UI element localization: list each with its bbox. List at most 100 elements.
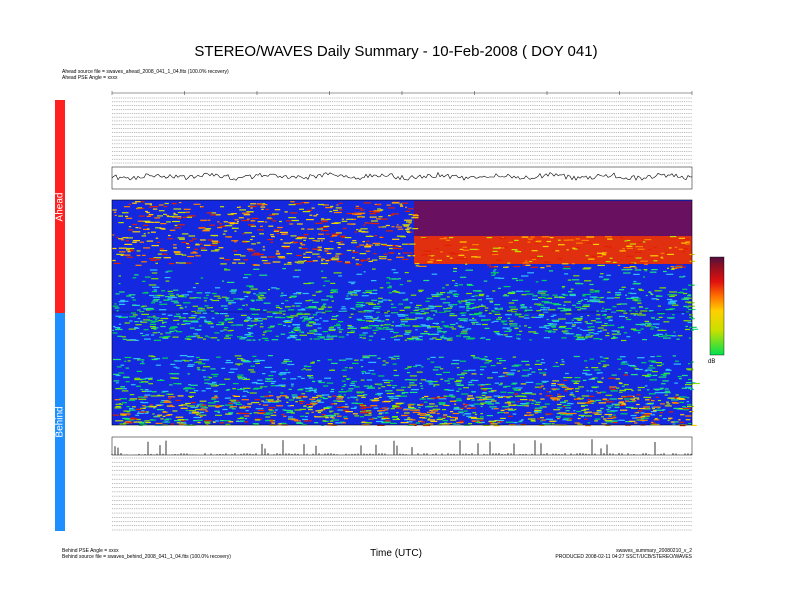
spectrogram-cell [452,412,459,415]
spectrogram-cell [308,321,315,323]
spectrogram-cell [187,365,194,367]
spectrogram-cell [366,387,369,389]
spectrogram-cell [576,410,582,413]
spectrogram-cell [217,221,220,223]
spectrogram-cell [354,406,357,408]
spectrogram-cell [205,387,212,390]
spectrogram-cell [364,414,372,416]
spectrogram-cell [331,419,340,421]
spectrogram-cell [308,409,313,411]
spectrogram-cell [352,413,358,415]
spectrogram-cell [152,391,155,393]
spectrogram-cell [508,404,517,406]
spectrogram-cell [609,388,612,390]
spectrogram-cell [283,360,288,362]
spectrogram-cell [233,400,237,403]
spectrogram-cell [447,382,451,384]
spectrogram-cell [635,417,643,419]
spectrogram-cell [396,418,399,420]
spectrogram-cell [331,315,337,318]
spectrogram-cell [427,418,431,420]
spectrogram-cell [247,332,252,334]
spectrogram-cell [620,363,629,365]
spectrogram-cell [201,206,204,208]
spectrogram-cell [143,396,148,398]
spectrogram-cell [316,311,324,313]
spectrogram-cell [355,306,363,308]
spectrogram-cell [370,405,378,407]
spectrogram-cell [485,360,493,362]
spectrogram-cell [507,392,514,394]
spectrogram-cell [289,296,292,299]
spectrogram-cell [438,402,446,404]
spectrogram-cell [558,244,565,246]
spectrogram-cell [456,422,464,424]
spectrogram-cell [197,308,205,310]
spectrogram-cell [381,258,385,260]
spectrogram-cell [184,262,192,264]
spectrogram-cell [547,297,553,299]
spectrogram-cell [438,403,446,405]
spectrogram-cell [652,408,655,410]
spectrogram-cell [307,228,313,230]
spectrogram-cell [409,375,417,377]
spectrogram-cell [490,365,496,367]
spectrogram-cell [278,373,286,375]
spectrogram-cell [618,382,622,384]
spectrogram-cell [525,381,534,383]
spectrogram-cell [140,306,145,308]
spectrogram-cell [228,302,236,304]
spectrogram-cell [236,420,244,422]
spectrogram-cell [446,339,453,341]
spectrogram-cell [535,383,543,385]
spectrogram-cell [589,289,594,291]
spectrogram-cell [541,380,549,382]
spectrogram-cell [415,265,420,267]
spectrogram-cell [555,250,560,252]
spectrogram-cell [649,271,657,273]
spectrogram-cell [268,407,275,409]
spectrogram-cell [659,287,666,289]
spectrogram-cell [291,219,299,222]
spectrogram-cell [294,420,301,422]
spectrogram-cell [276,232,280,235]
spectrogram-cell [648,360,656,362]
spectrogram-cell [589,395,595,397]
spectrogram-cell [655,318,660,320]
spectrogram-cell [525,392,533,394]
spectrogram-cell [249,286,254,288]
spectrogram-cell [151,320,159,322]
spectrogram-cell [459,248,464,250]
spectrogram-cell [194,312,202,314]
spectrogram-cell [194,408,202,411]
spectrogram-cell [373,253,377,255]
spectrogram-cell [546,265,551,267]
spectrogram-cell [641,418,644,420]
spectrogram-cell [131,297,135,299]
spectrogram-cell [503,334,508,336]
spectrogram-cell [409,391,418,393]
spectrogram-cell [261,337,269,339]
spectrogram-cell [210,385,218,387]
spectrogram-cell [128,226,132,228]
spectrogram-cell [134,321,139,323]
spectrogram-cell [203,244,211,246]
spectrogram-cell [551,319,560,321]
spectrogram-cell [497,422,501,424]
spectrogram-cell [587,315,590,317]
spectrogram-cell [158,319,164,322]
spectrogram-cell [657,407,661,409]
spectrogram-cell [292,276,300,278]
spectrogram-cell [358,229,362,231]
spectrogram-cell [418,420,423,422]
spectrogram-cell [424,312,428,314]
spectrogram-cell [150,321,156,323]
spectrogram-cell [480,413,483,415]
spectrogram-cell [643,276,646,278]
spectrogram-cell [561,337,567,339]
spectrogram-cell [617,327,625,329]
spectrogram-cell [118,283,121,285]
spectrogram-cell [486,237,493,239]
spectrogram-cell [453,407,459,409]
spectrogram-cell [466,397,475,399]
